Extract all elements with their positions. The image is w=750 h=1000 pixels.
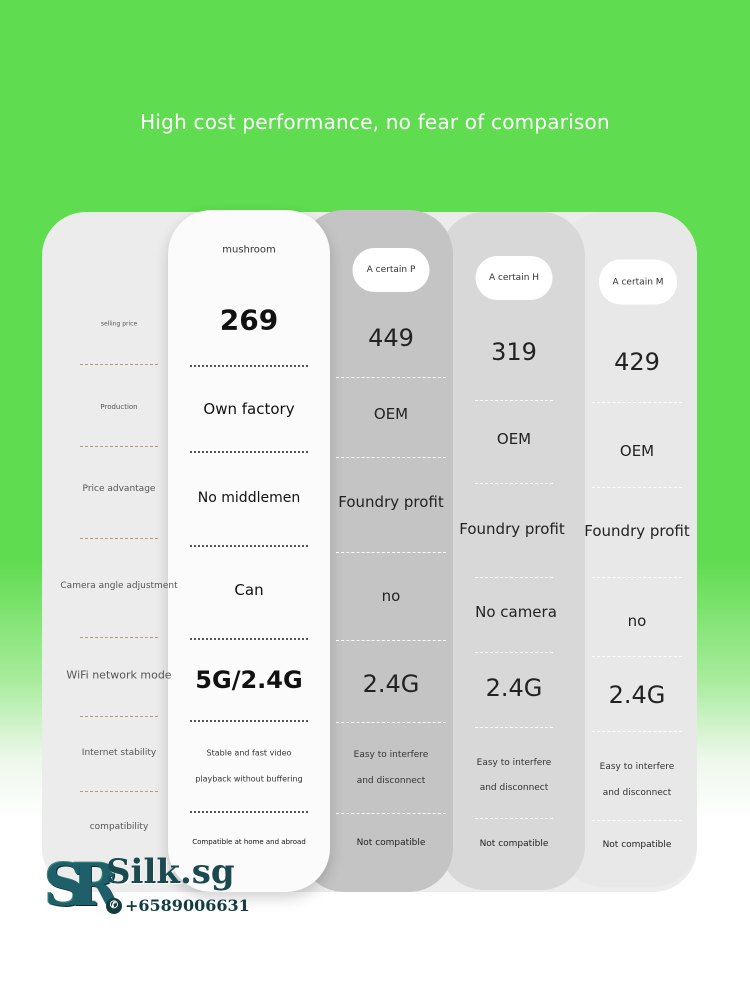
cell-value: Easy to interfere: [599, 762, 675, 772]
brand-name-label: mushroom: [222, 244, 276, 256]
cell-value: 429: [614, 348, 660, 376]
row-divider: [336, 640, 446, 641]
cell-value: 2.4G: [485, 674, 543, 702]
cell-value: 319: [491, 338, 537, 366]
row-divider: [475, 577, 553, 578]
cell-value: and disconnect: [479, 783, 549, 793]
row-divider: [190, 720, 308, 722]
monogram: SR: [44, 851, 120, 919]
cell-value: Not compatible: [602, 840, 672, 850]
row-divider: [80, 716, 158, 717]
cell-value: Foundry profit: [584, 522, 690, 540]
row-divider: [475, 400, 553, 401]
row-divider: [190, 638, 308, 640]
row-divider: [592, 577, 682, 578]
cell-value: Stable and fast video: [206, 748, 292, 758]
cell-value: Easy to interfere: [353, 750, 429, 760]
cell-value: OEM: [373, 405, 409, 423]
cell-value: no: [381, 587, 401, 605]
row-divider: [475, 727, 553, 728]
cell-value: Not compatible: [356, 838, 426, 848]
watermark-logo: SR Silk.sg ✆ +6589006631: [44, 850, 250, 928]
row-divider: [592, 731, 682, 732]
row-divider: [190, 451, 308, 453]
row-divider: [190, 545, 308, 547]
competitor-name-pill: A certain M: [599, 259, 677, 305]
cell-value: OEM: [619, 442, 655, 460]
row-divider: [80, 791, 158, 792]
row-label: Camera angle adjustment: [60, 581, 178, 591]
cell-value: 269: [219, 303, 279, 337]
cell-value: No camera: [475, 603, 557, 621]
competitor-name-pill: A certain H: [475, 256, 553, 300]
cell-value: 449: [368, 324, 414, 352]
row-label: Internet stability: [81, 748, 157, 758]
row-divider: [592, 656, 682, 657]
cell-value: Compatible at home and abroad: [192, 838, 306, 846]
cell-value: no: [627, 612, 647, 630]
cell-value: Easy to interfere: [476, 758, 552, 768]
cell-value: Foundry profit: [338, 493, 444, 511]
row-label: WiFi network mode: [66, 668, 172, 682]
row-label: compatibility: [89, 822, 149, 832]
headline: High cost performance, no fear of compar…: [140, 110, 610, 134]
competitor-name-pill: A certain P: [352, 248, 430, 292]
row-divider: [80, 446, 158, 447]
cell-value: 2.4G: [362, 670, 420, 698]
cell-value: and disconnect: [602, 788, 672, 798]
row-divider: [475, 818, 553, 819]
cell-value: playback without buffering: [195, 774, 303, 784]
row-divider: [592, 402, 682, 403]
cell-value: Not compatible: [479, 839, 549, 849]
row-divider: [80, 538, 158, 539]
row-divider: [336, 813, 446, 814]
cell-value: 2.4G: [608, 681, 666, 709]
cell-value: No middlemen: [197, 490, 301, 506]
row-divider: [336, 457, 446, 458]
whatsapp-icon: ✆: [106, 897, 122, 914]
brand-name: Silk.sg: [106, 852, 235, 892]
cell-value: 5G/2.4G: [195, 666, 303, 694]
phone-line: ✆ +6589006631: [106, 896, 250, 915]
row-divider: [190, 365, 308, 367]
row-divider: [592, 820, 682, 821]
cell-value: Foundry profit: [459, 520, 565, 538]
row-divider: [336, 722, 446, 723]
column-mushroom-panel: [168, 210, 330, 892]
row-divider: [336, 552, 446, 553]
phone-number: +6589006631: [125, 896, 250, 915]
row-label: Price advantage: [82, 484, 156, 494]
cell-value: OEM: [496, 430, 532, 448]
row-divider: [190, 811, 308, 813]
row-divider: [475, 652, 553, 653]
cell-value: Own factory: [203, 400, 295, 418]
row-divider: [80, 364, 158, 365]
cell-value: Can: [234, 581, 264, 599]
cell-value: and disconnect: [356, 776, 426, 786]
row-divider: [336, 377, 446, 378]
column-h-panel: [440, 212, 585, 890]
row-divider: [592, 487, 682, 488]
row-divider: [80, 637, 158, 638]
row-label: selling price: [100, 320, 138, 328]
row-divider: [475, 483, 553, 484]
row-label: Production: [100, 403, 138, 411]
